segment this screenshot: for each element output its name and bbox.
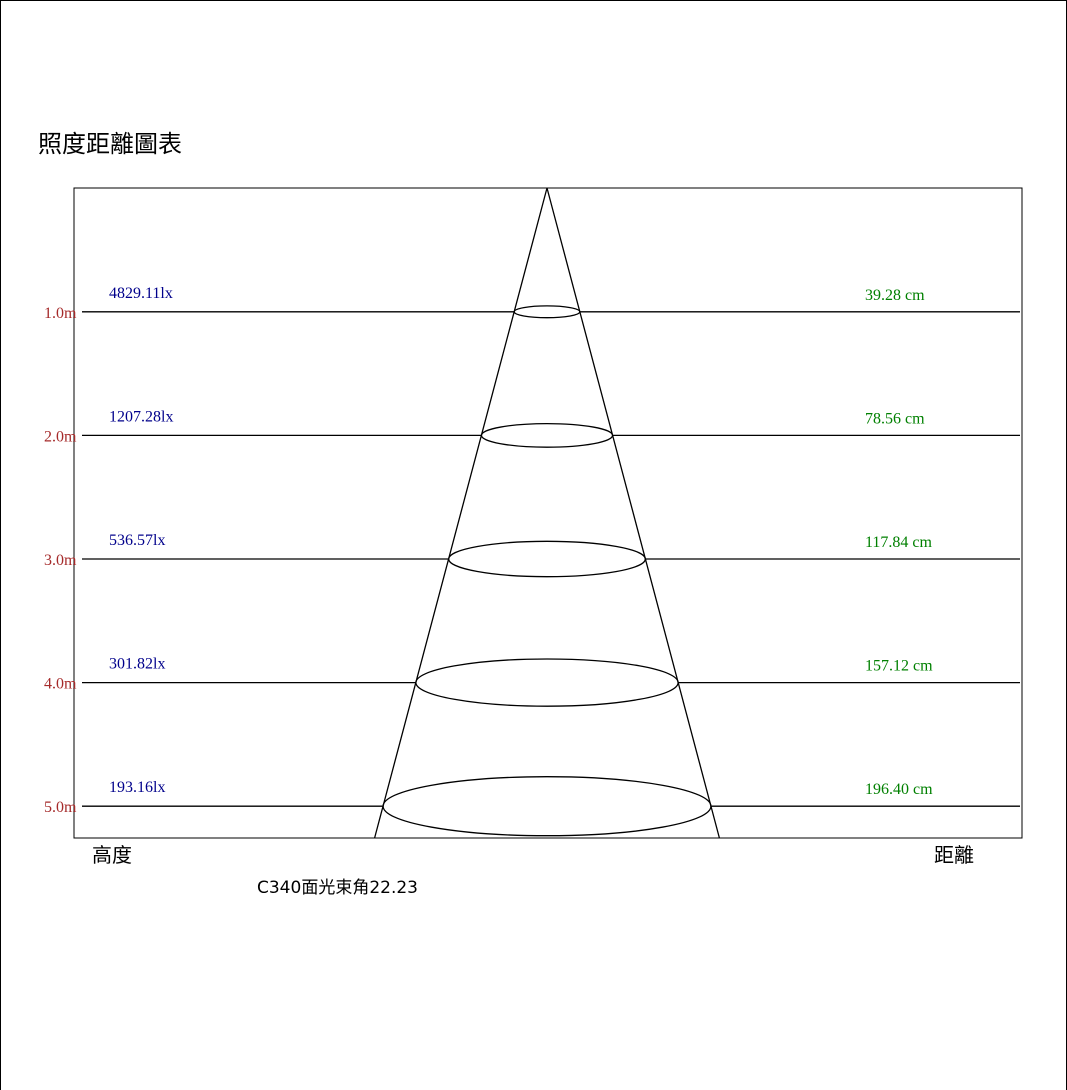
diameter-label: 78.56 cm xyxy=(865,410,925,427)
diameter-label: 157.12 cm xyxy=(865,658,933,675)
height-label: 5.0m xyxy=(44,799,77,816)
lux-label: 536.57lx xyxy=(109,532,165,549)
lux-label: 301.82lx xyxy=(109,656,165,673)
height-rows: 1.0m 4829.11lx 39.28 cm 2.0m 1207.28lx 78.56 … xyxy=(44,285,1020,816)
diameter-label: 196.40 cm xyxy=(865,781,933,798)
beam-ellipse xyxy=(448,540,646,578)
cone-right-edge xyxy=(546,187,721,839)
page-title: 照度距離圖表 xyxy=(38,130,182,158)
beam-cone xyxy=(373,187,721,839)
beam-ellipse xyxy=(480,422,614,448)
y-axis-label: 高度 xyxy=(92,843,132,867)
diameter-label: 117.84 cm xyxy=(865,534,933,551)
beam-ellipse xyxy=(415,658,679,707)
lux-label: 1207.28lx xyxy=(109,408,173,425)
chart-caption: C340面光束角22.23 xyxy=(257,878,418,898)
cone-left-edge xyxy=(373,187,548,839)
height-label: 3.0m xyxy=(44,552,77,569)
plot-area-border xyxy=(73,187,1023,839)
height-label: 4.0m xyxy=(44,676,77,693)
lux-label: 4829.11lx xyxy=(109,285,173,302)
beam-ellipse xyxy=(513,305,581,319)
height-label: 2.0m xyxy=(44,428,77,445)
x-axis-label: 距離 xyxy=(934,843,974,867)
diameter-label: 39.28 cm xyxy=(865,287,925,304)
height-label: 1.0m xyxy=(44,305,77,322)
beam-ellipse xyxy=(382,776,712,837)
lux-label: 193.16lx xyxy=(109,779,165,796)
